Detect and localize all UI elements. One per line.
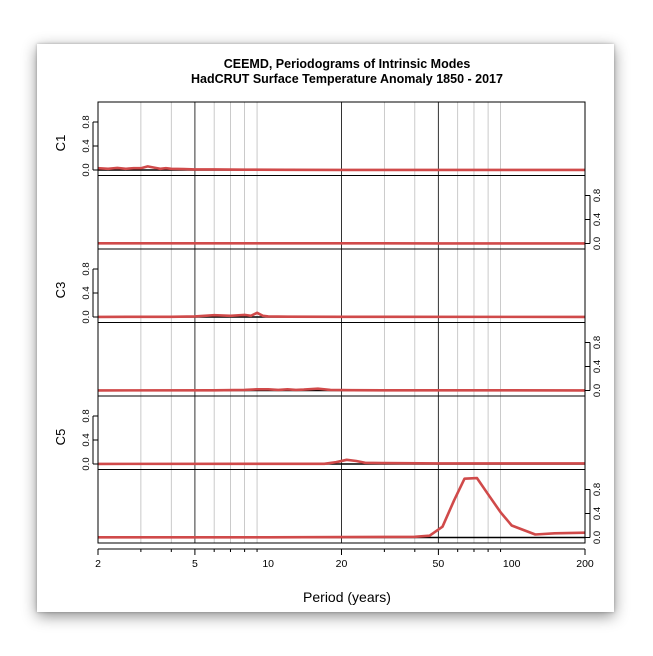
y-tick-label: 0.4 (592, 213, 603, 226)
y-tick-label: 0.4 (81, 433, 92, 446)
x-tick-label: 100 (503, 558, 521, 570)
panel-4: 0.0 0.4 0.8 (97, 322, 603, 397)
x-tick-label: 2 (95, 558, 101, 570)
panel-6: 0.0 0.4 0.8 (97, 469, 603, 544)
panel-3: 0.0 0.4 0.8 C3 (53, 248, 586, 324)
y-tick-label: 0.8 (592, 483, 603, 496)
y-tick-label: 0.0 (81, 457, 92, 470)
periodogram-chart: CEEMD, Periodograms of Intrinsic Modes H… (53, 57, 603, 605)
series-line (97, 311, 586, 319)
x-tick-label: 200 (576, 558, 594, 570)
panels-group: 0.0 0.4 0.8 C1 0.0 0.4 0.8 0.0 0.4 0.8 C3 0.0 0.4 0.8… (53, 101, 603, 544)
chart-title: CEEMD, Periodograms of Intrinsic Modes (224, 57, 471, 71)
y-tick-label: 0.4 (592, 507, 603, 520)
panel-label: C5 (53, 429, 68, 446)
panel-2: 0.0 0.4 0.8 (97, 175, 603, 250)
series-line (97, 165, 585, 172)
y-tick-label: 0.4 (81, 286, 92, 299)
series-line (97, 387, 586, 392)
y-tick-label: 0.8 (81, 262, 92, 275)
figure-frame: CEEMD, Periodograms of Intrinsic Modes H… (37, 44, 614, 612)
chart-subtitle: HadCRUT Surface Temperature Anomaly 1850… (191, 72, 503, 86)
y-tick-label: 0.0 (81, 310, 92, 323)
y-tick-label: 0.8 (592, 336, 603, 349)
x-axis-label: Period (years) (303, 589, 391, 605)
y-tick-label: 0.0 (592, 384, 603, 397)
panel-frame (97, 469, 586, 544)
x-tick-label: 20 (336, 558, 348, 570)
y-tick-label: 0.0 (592, 531, 603, 544)
panel-1: 0.0 0.4 0.8 C1 (53, 101, 586, 177)
x-tick-label: 10 (262, 558, 274, 570)
panel-label: C3 (53, 282, 68, 299)
y-tick-label: 0.0 (592, 237, 603, 250)
panel-5: 0.0 0.4 0.8 C5 (53, 395, 586, 471)
panel-label: C1 (53, 135, 68, 152)
x-axis: 2 5 10 20 50 100 200 (95, 548, 594, 570)
series-line (97, 458, 585, 466)
series-line (98, 476, 586, 539)
x-tick-label: 5 (192, 558, 198, 570)
y-tick-label: 0.0 (81, 163, 92, 176)
y-tick-label: 0.8 (81, 115, 92, 128)
x-tick-label: 50 (433, 558, 445, 570)
y-tick-label: 0.8 (81, 409, 92, 422)
y-tick-label: 0.4 (81, 139, 92, 152)
y-tick-label: 0.8 (592, 189, 603, 202)
y-tick-label: 0.4 (592, 360, 603, 373)
